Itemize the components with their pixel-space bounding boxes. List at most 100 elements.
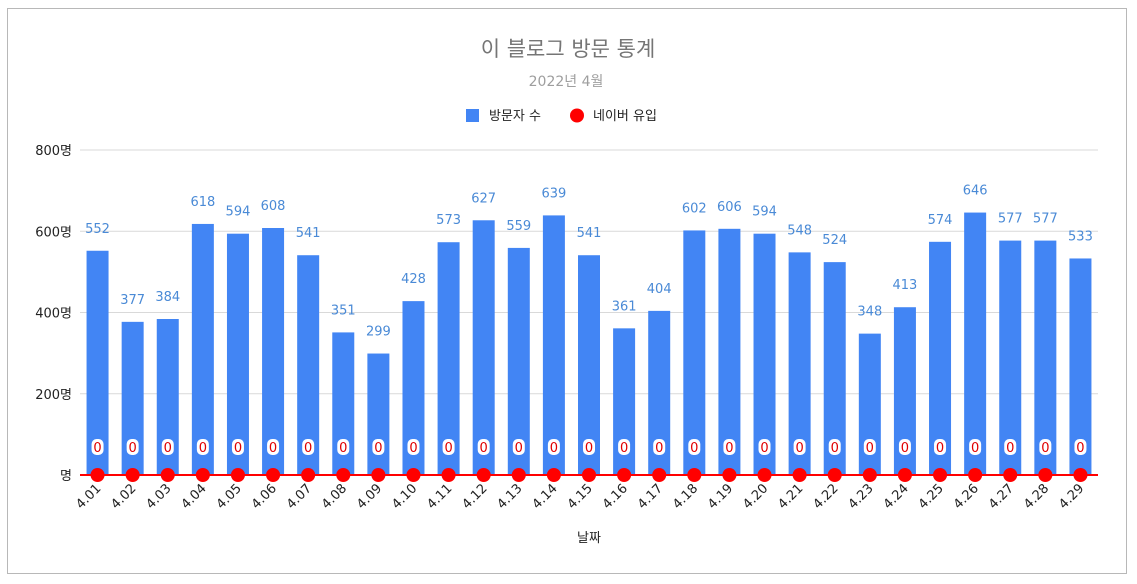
bar-4.18 (683, 230, 706, 475)
naver-point (1038, 468, 1053, 482)
bar-4.11 (437, 242, 460, 475)
naver-value-label: 0 (93, 441, 101, 456)
bars (86, 212, 1092, 475)
bar-4.07 (297, 255, 320, 475)
bar-4.29 (1069, 258, 1092, 475)
bar-4.15 (578, 255, 600, 475)
bar-value-label: 361 (612, 299, 637, 314)
bar-value-label: 646 (963, 184, 988, 199)
chart-title: 이 블로그 방문 통계 (481, 37, 656, 61)
naver-label-bg (898, 439, 911, 455)
naver-value-label: 0 (1041, 441, 1049, 456)
naver-label-bg (91, 439, 104, 455)
naver-value-label: 0 (164, 441, 172, 456)
x-tick-label: 4.12 (459, 481, 490, 512)
naver-value-label: 0 (129, 441, 137, 456)
bar-4.06 (262, 228, 285, 475)
bar-4.22 (823, 262, 846, 475)
x-tick-label: 4.26 (951, 481, 982, 512)
naver-point (301, 468, 316, 482)
naver-point (968, 468, 983, 482)
x-tick-label: 4.13 (495, 481, 526, 512)
naver-value-label: 0 (760, 441, 768, 456)
x-tick-label: 4.25 (916, 481, 947, 512)
x-tick-label: 4.18 (670, 481, 701, 512)
naver-value-label: 0 (409, 441, 417, 456)
naver-point (406, 468, 421, 482)
x-tick-label: 4.19 (705, 481, 736, 512)
y-tick-label: 명 (60, 469, 72, 484)
naver-label-bg (1074, 439, 1087, 455)
naver-label-bg (1004, 439, 1017, 455)
naver-value-label: 0 (725, 441, 733, 456)
bar-value-label: 573 (436, 213, 461, 228)
x-tick-label: 4.14 (530, 481, 561, 512)
naver-value-label: 0 (480, 441, 488, 456)
legend-swatch-naver (570, 108, 584, 123)
naver-value-label: 0 (690, 441, 698, 456)
bar-value-label: 577 (1033, 212, 1058, 227)
naver-label-bg (126, 439, 139, 455)
x-tick-label: 4.21 (775, 481, 806, 512)
naver-value-label: 0 (304, 441, 312, 456)
bar-value-label: 351 (331, 303, 356, 318)
bar-value-label: 541 (296, 226, 321, 241)
naver-label-bg (547, 439, 560, 455)
x-tick-label: 4.02 (108, 481, 139, 512)
naver-label-bg (758, 439, 771, 455)
naver-point (862, 468, 877, 482)
naver-label-bg (969, 439, 982, 455)
bar-4.23 (858, 333, 881, 475)
naver-point (336, 468, 351, 482)
naver-point (476, 468, 491, 482)
y-axis-ticks: 명 200명 400명 600명 800명 (35, 144, 72, 484)
bar-4.28 (1034, 240, 1057, 475)
naver-point (125, 468, 140, 482)
naver-label-bg (618, 439, 631, 455)
x-axis-ticks: 4.01 4.02 4.03 4.04 4.05 4.06 4.07 4.08 4.09 4.10… (73, 481, 1087, 512)
naver-point (792, 468, 807, 482)
x-tick-label: 4.15 (565, 481, 596, 512)
x-tick-label: 4.06 (249, 481, 280, 512)
x-tick-label: 4.07 (284, 481, 315, 512)
bar-value-label: 594 (226, 205, 251, 220)
x-tick-label: 4.27 (986, 481, 1017, 512)
naver-point (546, 468, 561, 482)
bar-4.19 (718, 228, 741, 475)
y-tick-label: 600명 (35, 225, 72, 240)
legend: 방문자 수 네이버 유입 (466, 108, 657, 124)
naver-point (933, 468, 948, 482)
y-tick-label: 200명 (35, 388, 72, 403)
bar-4.17 (648, 310, 671, 475)
y-tick-label: 800명 (35, 144, 72, 159)
x-tick-label: 4.29 (1056, 481, 1087, 512)
naver-point (687, 468, 702, 482)
bar-4.04 (191, 223, 214, 475)
bar-value-label: 559 (506, 219, 531, 234)
bar-value-label: 574 (928, 213, 953, 228)
bar-value-label: 413 (893, 278, 918, 293)
bar-value-label: 428 (401, 272, 426, 287)
naver-label-bg (512, 439, 525, 455)
naver-point (582, 468, 596, 482)
bar-value-label: 524 (822, 233, 847, 248)
naver-value-label: 0 (620, 441, 628, 456)
naver-label-bg (1039, 439, 1052, 455)
legend-label-visitors: 방문자 수 (489, 109, 541, 124)
naver-label-bg (231, 439, 244, 455)
bar-4.20 (753, 233, 776, 475)
naver-point (617, 468, 632, 482)
bar-value-label: 552 (85, 222, 110, 237)
bar-labels: 552 377 384 618 594 608 541 351 299 428 573 627 559 6… (85, 184, 1093, 340)
naver-label-bg (828, 439, 841, 455)
x-tick-label: 4.08 (319, 481, 350, 512)
bar-4.16 (613, 328, 636, 475)
naver-value-label: 0 (1076, 441, 1084, 456)
naver-label-bg (161, 439, 174, 455)
bar-value-label: 541 (577, 226, 602, 241)
bar-value-label: 606 (717, 200, 742, 215)
bar-value-label: 639 (541, 186, 566, 201)
x-tick-label: 4.05 (214, 481, 245, 512)
chart-subtitle: 2022년 4월 (529, 74, 604, 90)
